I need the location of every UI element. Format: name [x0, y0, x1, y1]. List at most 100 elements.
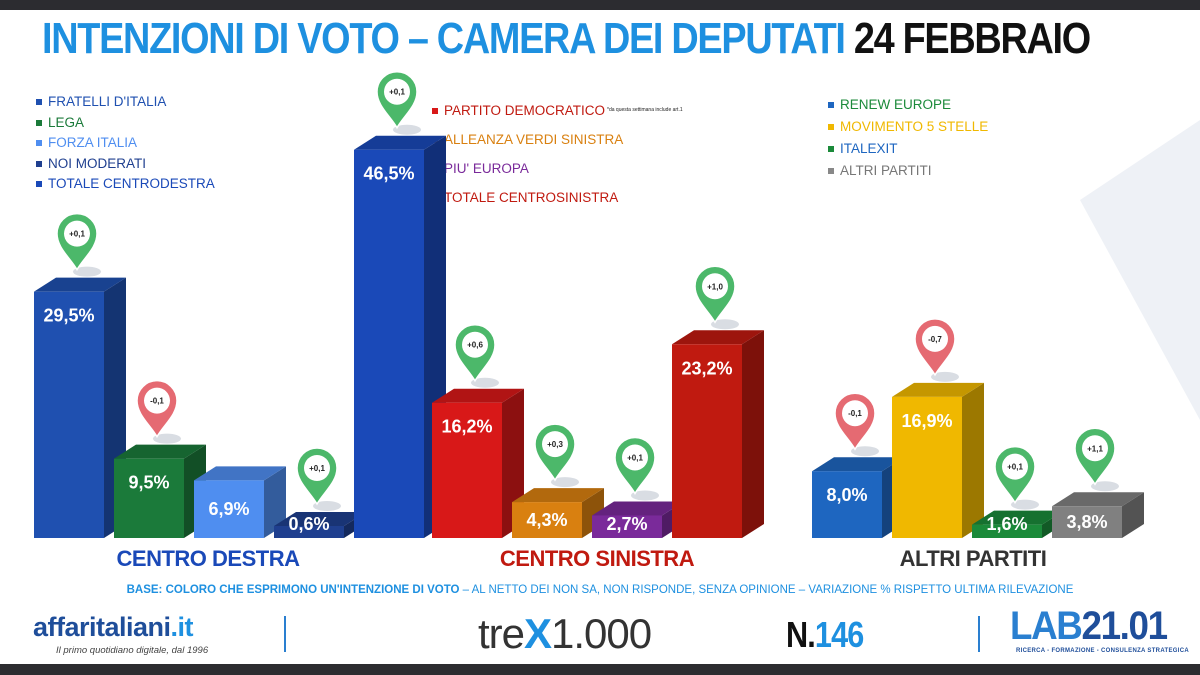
pin-inner — [622, 444, 648, 471]
change-pin-down: -0,1 — [136, 380, 181, 444]
pin-shadow — [631, 490, 659, 501]
bar: 46,5% +0,1 — [354, 71, 446, 538]
change-pin-down: -0,1 — [834, 392, 879, 457]
pin-inner — [702, 273, 728, 300]
bar-front — [512, 502, 582, 538]
change-pin-up: +1,0 — [694, 265, 739, 330]
change-label: +0,3 — [547, 440, 563, 449]
bar-top — [194, 466, 286, 481]
affaritaliani-logo: affaritaliani.it — [33, 612, 194, 643]
top-bar — [0, 0, 1200, 10]
legend-label: FORZA ITALIA — [48, 135, 138, 150]
trex-a: tre — [478, 610, 525, 657]
legend-swatch — [36, 181, 42, 188]
lab-tagline: RICERCA - FORMAZIONE - CONSULENZA STRATE… — [1016, 648, 1189, 654]
bar: 8,0% -0,1 — [812, 392, 904, 538]
background-shape — [1080, 120, 1200, 420]
bar-top — [274, 512, 366, 526]
bar: 29,5% +0,1 — [34, 213, 126, 538]
bar: 2,7% +0,1 — [592, 436, 684, 538]
bar-front — [672, 344, 742, 538]
bar: 9,5% -0,1 — [114, 380, 206, 538]
legend-swatch — [828, 102, 834, 108]
change-label: +0,1 — [69, 230, 85, 239]
pin-shadow — [471, 377, 499, 388]
change-pin-up: +1,1 — [1074, 427, 1119, 492]
bar-front — [274, 526, 344, 538]
bar-front — [354, 149, 424, 538]
bar-top — [892, 382, 984, 397]
group-label: CENTRO DESTRA — [117, 546, 301, 571]
pin-shadow — [851, 446, 879, 457]
issue-number: N.146 — [786, 614, 864, 656]
change-pin-up: +0,1 — [994, 445, 1039, 510]
legend-swatch — [828, 124, 834, 130]
pin-inner — [922, 325, 948, 352]
change-label: -0,1 — [848, 409, 862, 418]
legend-label: PIU' EUROPA — [444, 161, 529, 176]
pin-inner — [1082, 435, 1108, 462]
legend-altri-partiti: RENEW EUROPE MOVIMENTO 5 STELLE ITALEXIT… — [828, 94, 988, 182]
change-pin-up: +0,6 — [454, 324, 499, 388]
pin-shadow — [393, 124, 421, 135]
change-label: +0,6 — [467, 341, 483, 350]
bar: 3,8% +1,1 — [1052, 427, 1144, 538]
title-date: 24 FEBBRAIO — [853, 14, 1091, 63]
bar-top — [812, 457, 904, 472]
change-label: -0,1 — [150, 397, 164, 406]
legend-label: ALTRI PARTITI — [840, 163, 932, 178]
pin-shadow — [551, 477, 579, 488]
legend-item: ITALEXIT — [828, 138, 988, 160]
bar-front — [812, 471, 882, 538]
data-label: 8,0% — [826, 485, 867, 505]
pin-inner — [304, 455, 330, 481]
bar-front — [114, 458, 184, 538]
legend-swatch — [36, 140, 42, 147]
change-label: +0,1 — [309, 464, 325, 473]
data-label: 4,3% — [526, 510, 567, 530]
group-label: ALTRI PARTITI — [900, 546, 1047, 571]
bar: 23,2% +1,0 — [672, 265, 764, 538]
bar: 4,3% +0,3 — [512, 423, 604, 538]
legend-label: TOTALE CENTRODESTRA — [48, 176, 215, 191]
bar-top — [972, 510, 1064, 525]
data-label: 3,8% — [1066, 512, 1107, 532]
bar-group: 29,5% +0,1 9,5% -0,1 6,9% 0,6% +0,1 46,5% +0,1 — [34, 71, 446, 538]
legend-item: FRATELLI D'ITALIA — [36, 92, 215, 113]
pin-shadow — [1011, 499, 1039, 510]
change-pin-up: +0,1 — [376, 71, 421, 135]
bar-top — [672, 330, 764, 345]
base-note-bold: BASE: COLORO CHE ESPRIMONO UN'INTENZIONE… — [126, 584, 460, 596]
brand-tagline: Il primo quotidiano digitale, dal 1996 — [56, 645, 209, 656]
bar-group: 16,2% +0,6 4,3% +0,3 2,7% +0,1 23,2% +1,0 — [432, 265, 764, 538]
change-label: +0,1 — [627, 453, 643, 462]
title-main: INTENZIONI DI VOTO – CAMERA DEI DEPUTATI — [42, 14, 846, 63]
data-label: 16,9% — [901, 411, 952, 431]
data-label: 0,6% — [288, 514, 329, 534]
bar: 0,6% +0,1 — [274, 447, 366, 538]
bar-front — [1052, 506, 1122, 538]
change-pin-up: +0,1 — [614, 436, 659, 501]
legend-note: *da questa settimana include art.1 — [607, 107, 683, 113]
bar: 1,6% +0,1 — [972, 445, 1064, 538]
issue-prefix: N. — [786, 614, 816, 655]
data-label: 6,9% — [208, 499, 249, 519]
pin-inner — [462, 331, 488, 358]
pin-shadow — [153, 433, 181, 444]
data-label: 2,7% — [606, 514, 647, 534]
legend-swatch — [36, 160, 42, 167]
pin-inner — [842, 400, 868, 427]
bar-side — [742, 330, 764, 538]
pin-inner — [542, 431, 568, 458]
pin-inner — [64, 220, 90, 247]
trex-x: X — [524, 610, 552, 657]
brand-name: affaritaliani — [33, 612, 171, 642]
base-note-rest: – AL NETTO DEI NON SA, NON RISPONDE, SEN… — [459, 584, 1074, 596]
data-label: 9,5% — [128, 473, 169, 493]
pin-inner — [384, 78, 410, 105]
legend-label: PARTITO DEMOCRATICO — [444, 103, 606, 118]
legend-swatch — [36, 119, 42, 126]
legend-label: LEGA — [48, 114, 85, 130]
